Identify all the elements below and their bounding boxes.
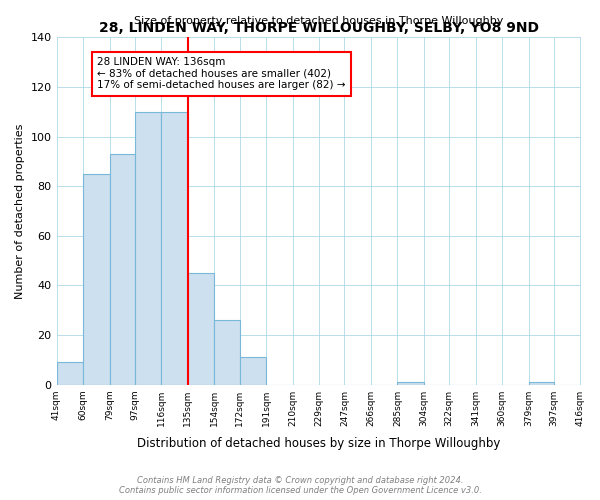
Text: 28 LINDEN WAY: 136sqm
← 83% of detached houses are smaller (402)
17% of semi-det: 28 LINDEN WAY: 136sqm ← 83% of detached … xyxy=(97,57,346,90)
Bar xyxy=(161,112,188,384)
Bar xyxy=(135,112,161,384)
Bar xyxy=(214,320,239,384)
Bar xyxy=(239,358,266,384)
Text: Size of property relative to detached houses in Thorpe Willoughby: Size of property relative to detached ho… xyxy=(134,16,503,26)
Title: 28, LINDEN WAY, THORPE WILLOUGHBY, SELBY, YO8 9ND: 28, LINDEN WAY, THORPE WILLOUGHBY, SELBY… xyxy=(98,21,539,35)
Bar xyxy=(397,382,424,384)
X-axis label: Distribution of detached houses by size in Thorpe Willoughby: Distribution of detached houses by size … xyxy=(137,437,500,450)
Bar xyxy=(83,174,110,384)
Bar xyxy=(529,382,554,384)
Bar xyxy=(56,362,83,384)
Text: Contains HM Land Registry data © Crown copyright and database right 2024.
Contai: Contains HM Land Registry data © Crown c… xyxy=(119,476,481,495)
Y-axis label: Number of detached properties: Number of detached properties xyxy=(15,124,25,298)
Bar xyxy=(110,154,135,384)
Bar xyxy=(188,273,214,384)
